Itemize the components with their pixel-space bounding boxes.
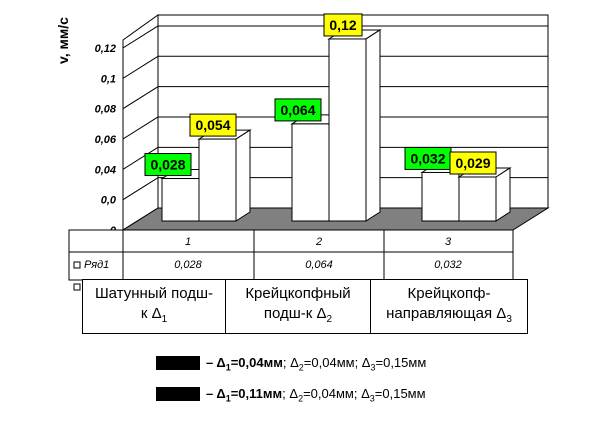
table-cells: 0,028 0,064 0,032 (174, 259, 462, 271)
svg-text:0,028: 0,028 (150, 157, 185, 173)
category-2-sub: 2 (326, 313, 333, 325)
data-label: 0,12 (323, 13, 363, 37)
category-3-sub: 3 (506, 313, 512, 325)
category-2-line1: Крейцкопфный (245, 284, 351, 302)
category-2-line2: подш-к Δ (263, 304, 327, 322)
bars (160, 29, 512, 222)
data-label: 0,029 (449, 151, 497, 175)
category-1-line2: к Δ (140, 304, 162, 322)
y-tick-labels: 00,00,040,060,080,10,12 (95, 43, 117, 237)
data-label: 0,028 (144, 153, 192, 177)
svg-text:0,064: 0,064 (280, 102, 315, 118)
gridline (122, 146, 159, 170)
table-cell: 0,028 (174, 259, 202, 271)
gridline (122, 25, 159, 49)
bar-1-series-2 (197, 129, 252, 222)
svg-text:0,032: 0,032 (410, 150, 445, 166)
gridline (122, 116, 159, 140)
legend-key-square-2 (73, 283, 81, 291)
data-label: 0,064 (274, 98, 322, 122)
gridline (122, 177, 159, 201)
y-tick-label: 0,08 (95, 104, 117, 116)
table-cell: 0,064 (305, 259, 333, 271)
svg-text:0,12: 0,12 (329, 17, 356, 33)
x-tick-label: 3 (445, 236, 452, 248)
y-tick-label: 0,06 (95, 134, 117, 146)
data-label: 0,054 (189, 113, 237, 137)
y-axis-label: v, мм/с (55, 17, 71, 64)
data-labels: 0,028 0,064 0,032 0,054 0,12 0,029 (144, 13, 497, 177)
bar-3-series-2 (457, 167, 512, 222)
category-box-3: Крейцкопф- направляющая Δ3 (370, 279, 528, 334)
legend-text-2: – Δ1=0,11мм; Δ2=0,04мм; Δ3=0,15мм (206, 386, 426, 404)
x-tick-label: 2 (315, 236, 322, 248)
category-box-1: Шатунный подш- к Δ1 (82, 279, 226, 334)
svg-text:0,029: 0,029 (455, 155, 490, 171)
y-tick-label: 0,04 (95, 164, 116, 176)
svg-text:0,054: 0,054 (195, 117, 230, 133)
table-cell: 0,032 (434, 259, 462, 271)
gridline (122, 86, 159, 110)
data-label: 0,032 (404, 146, 452, 170)
y-tick-label: 0,12 (95, 43, 116, 55)
legend-key-square (73, 261, 81, 269)
category-box-2: Крейцкопфный подш-к Δ2 (225, 279, 371, 334)
category-3-line2: направляющая Δ (386, 304, 507, 322)
category-1-sub: 1 (161, 313, 168, 325)
y-tick-label: 0,0 (101, 195, 117, 207)
table-row-label: Ряд1 (84, 259, 109, 271)
x-tick-labels: 1 2 3 (185, 236, 452, 248)
bar-2-series-2 (327, 29, 382, 222)
legend-swatch-1 (156, 356, 200, 370)
category-3-line1: Крейцкопф- (407, 284, 491, 302)
y-tick-label: 0,1 (101, 73, 116, 85)
legend-swatch-2 (156, 387, 200, 401)
category-1-line1: Шатунный подш- (94, 284, 214, 302)
data-table: Ряд1 (68, 229, 514, 291)
x-tick-label: 1 (185, 236, 191, 248)
gridline (122, 55, 159, 79)
legend-text-1: – Δ1=0,04мм; Δ2=0,04мм; Δ3=0,15мм (206, 355, 427, 373)
